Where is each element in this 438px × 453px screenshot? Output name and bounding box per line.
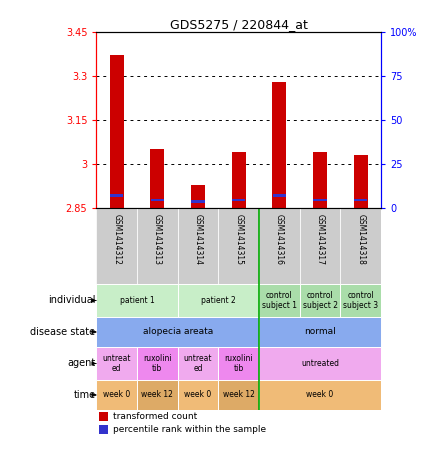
Text: GSM1414316: GSM1414316: [275, 214, 284, 265]
Bar: [96, 284, 178, 317]
Text: ruxolini
tib: ruxolini tib: [224, 354, 253, 373]
Bar: [137, 347, 178, 380]
Bar: [110, 194, 124, 197]
Text: control
subject 3: control subject 3: [343, 291, 378, 310]
Bar: [99, 412, 108, 421]
Bar: [151, 198, 164, 201]
Text: GSM1414317: GSM1414317: [315, 214, 325, 265]
Bar: [340, 284, 381, 317]
Bar: [96, 380, 137, 410]
Bar: [272, 82, 286, 208]
Bar: [313, 152, 327, 208]
Bar: [259, 284, 300, 317]
Text: alopecia areata: alopecia areata: [143, 328, 213, 337]
Text: GSM1414315: GSM1414315: [234, 214, 243, 265]
Text: time: time: [74, 390, 95, 400]
Bar: [232, 198, 245, 201]
Bar: [178, 284, 259, 317]
Text: untreat
ed: untreat ed: [102, 354, 131, 373]
Bar: [272, 194, 286, 197]
Text: control
subject 2: control subject 2: [303, 291, 338, 310]
Text: week 0: week 0: [103, 390, 131, 400]
Text: patient 1: patient 1: [120, 296, 155, 305]
Bar: [219, 347, 259, 380]
Text: ruxolini
tib: ruxolini tib: [143, 354, 172, 373]
Text: percentile rank within the sample: percentile rank within the sample: [113, 425, 267, 434]
Text: week 0: week 0: [307, 390, 334, 400]
Bar: [150, 149, 165, 208]
Text: week 0: week 0: [184, 390, 212, 400]
Text: GSM1414314: GSM1414314: [194, 214, 202, 265]
Title: GDS5275 / 220844_at: GDS5275 / 220844_at: [170, 18, 307, 30]
Text: GSM1414313: GSM1414313: [153, 214, 162, 265]
Text: week 12: week 12: [141, 390, 173, 400]
Bar: [313, 199, 327, 202]
Bar: [232, 152, 246, 208]
Bar: [300, 284, 340, 317]
Text: normal: normal: [304, 328, 336, 337]
Text: disease state: disease state: [30, 327, 95, 337]
Text: GSM1414318: GSM1414318: [356, 214, 365, 265]
Bar: [259, 380, 381, 410]
Text: agent: agent: [67, 358, 95, 368]
Bar: [96, 317, 259, 347]
Text: individual: individual: [48, 295, 95, 305]
Text: control
subject 1: control subject 1: [262, 291, 297, 310]
Text: week 12: week 12: [223, 390, 254, 400]
Bar: [353, 155, 368, 208]
Bar: [110, 55, 124, 208]
Bar: [178, 347, 219, 380]
Bar: [354, 199, 367, 202]
Bar: [137, 380, 178, 410]
Text: transformed count: transformed count: [113, 412, 198, 421]
Bar: [219, 380, 259, 410]
Bar: [96, 347, 137, 380]
Bar: [99, 425, 108, 434]
Bar: [191, 184, 205, 208]
Bar: [259, 347, 381, 380]
Bar: [259, 317, 381, 347]
Text: patient 2: patient 2: [201, 296, 236, 305]
Text: untreat
ed: untreat ed: [184, 354, 212, 373]
Text: untreated: untreated: [301, 359, 339, 368]
Bar: [178, 380, 219, 410]
Bar: [191, 200, 205, 203]
Text: GSM1414312: GSM1414312: [112, 214, 121, 265]
